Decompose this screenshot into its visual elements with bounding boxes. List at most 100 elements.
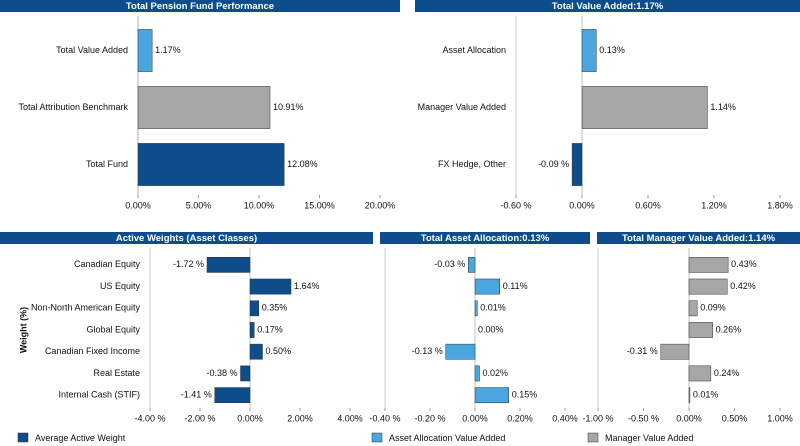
bar: [137, 143, 285, 186]
x-tick-label: 0.60%: [635, 200, 661, 210]
bar: [240, 365, 251, 382]
value-label: 0.26%: [716, 324, 742, 334]
value-label: 0.00%: [478, 324, 504, 334]
value-label: 10.91%: [273, 102, 304, 112]
bar: [214, 387, 251, 403]
value-label: 0.01%: [480, 303, 506, 313]
value-label: 0.35%: [262, 303, 288, 313]
x-tick-label: 0.20%: [507, 413, 533, 423]
category-label: Non-North American Equity: [31, 303, 141, 313]
chart-title: Total Value Added:1.17%: [552, 1, 664, 12]
x-tick-label: 1.00%: [767, 413, 793, 423]
value-label: -1.41 %: [181, 390, 212, 400]
value-label: 0.02%: [483, 368, 509, 378]
chart-title: Total Pension Fund Performance: [126, 1, 274, 12]
bar: [688, 300, 698, 317]
category-label: Total Value Added: [56, 45, 128, 55]
legend-label: Average Active Weight: [35, 433, 126, 443]
bar: [468, 257, 476, 273]
x-tick-label: 5.00%: [186, 200, 212, 210]
legend-swatch: [17, 432, 29, 443]
bar: [474, 278, 500, 295]
bar: [571, 143, 583, 186]
bar: [137, 29, 153, 72]
value-label: 12.08%: [287, 159, 318, 169]
bar: [249, 300, 259, 317]
x-tick-label: 0.00%: [125, 200, 151, 210]
category-label: Manager Value Added: [418, 102, 506, 112]
x-tick-label: 20.00%: [365, 200, 396, 210]
value-label: 0.09%: [700, 303, 726, 313]
x-tick-label: -1.00 %: [582, 413, 613, 423]
x-tick-label: 0.50%: [722, 413, 748, 423]
category-label: Total Fund: [86, 159, 128, 169]
bar: [688, 278, 728, 295]
header: [380, 232, 590, 244]
bar: [660, 343, 690, 360]
value-label: 0.13%: [599, 45, 625, 55]
bar: [474, 365, 480, 382]
value-label: -0.38 %: [206, 368, 237, 378]
value-label: 0.24%: [714, 368, 740, 378]
legend-swatch: [371, 432, 383, 443]
value-label: -0.03 %: [434, 259, 465, 269]
legend-label: Manager Value Added: [605, 433, 693, 443]
chart-title: Total Manager Value Added:1.14%: [622, 233, 776, 244]
x-tick-label: 0.00%: [569, 200, 595, 210]
header: [0, 0, 400, 12]
x-tick-label: -0.50 %: [628, 413, 659, 423]
category-label: Real Estate: [93, 368, 140, 378]
value-label: 1.64%: [294, 281, 320, 291]
category-label: Asset Allocation: [442, 45, 506, 55]
y-axis-label: Weight (%): [18, 307, 28, 353]
category-label: Global Equity: [86, 324, 140, 334]
value-label: 0.17%: [257, 324, 283, 334]
x-tick-label: 0.40%: [552, 413, 578, 423]
bar: [688, 365, 712, 382]
value-label: 0.42%: [730, 281, 756, 291]
bar: [249, 343, 263, 360]
chart-title: Total Asset Allocation:0.13%: [421, 233, 550, 244]
x-tick-label: 1.80%: [767, 200, 793, 210]
value-label: 0.01%: [693, 390, 719, 400]
x-tick-label: -4.00 %: [134, 413, 165, 423]
x-tick-label: -0.40 %: [369, 413, 400, 423]
category-label: Canadian Equity: [74, 259, 141, 269]
value-label: 0.11%: [503, 281, 528, 291]
category-label: US Equity: [100, 281, 141, 291]
x-tick-label: 10.00%: [244, 200, 275, 210]
value-label: -0.13 %: [412, 346, 443, 356]
legend-swatch: [587, 432, 599, 443]
bar: [249, 278, 292, 295]
bar: [206, 257, 251, 273]
value-label: 1.14%: [710, 102, 736, 112]
bar: [581, 29, 597, 72]
bar: [137, 86, 271, 129]
value-label: 0.50%: [266, 346, 292, 356]
x-tick-label: 0.00%: [237, 413, 263, 423]
value-label: -0.09 %: [538, 159, 569, 169]
bar: [688, 257, 729, 273]
value-label: -0.31 %: [627, 346, 658, 356]
category-label: Internal Cash (STIF): [58, 390, 140, 400]
x-tick-label: 0.00%: [462, 413, 488, 423]
category-label: FX Hedge, Other: [438, 159, 506, 169]
x-tick-label: 0.00%: [676, 413, 702, 423]
x-tick-label: 4.00%: [337, 413, 363, 423]
x-tick-label: 1.20%: [701, 200, 727, 210]
value-label: 1.17%: [155, 45, 181, 55]
x-tick-label: -0.60 %: [500, 200, 531, 210]
bar: [474, 300, 478, 317]
header: [415, 0, 800, 12]
x-tick-label: 2.00%: [287, 413, 313, 423]
bar: [581, 86, 708, 129]
chart-title: Active Weights (Asset Classes): [116, 233, 257, 244]
header: [597, 232, 800, 244]
bar: [688, 322, 713, 338]
x-tick-label: 15.00%: [304, 200, 335, 210]
bar: [445, 343, 476, 360]
category-label: Total Attribution Benchmark: [18, 102, 128, 112]
value-label: -1.72 %: [173, 259, 204, 269]
bar: [249, 322, 255, 338]
